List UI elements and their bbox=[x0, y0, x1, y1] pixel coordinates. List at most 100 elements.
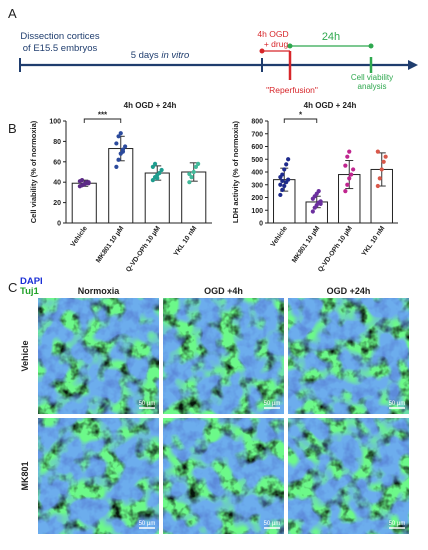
panel-a-label: A bbox=[8, 6, 17, 21]
data-point bbox=[118, 131, 123, 136]
y-tick-label: 40 bbox=[53, 180, 61, 187]
y-tick-label: 800 bbox=[251, 119, 263, 126]
data-point bbox=[318, 201, 323, 206]
column-header: OGD +24h bbox=[327, 286, 371, 296]
data-point bbox=[187, 180, 192, 185]
nuclei-signal bbox=[288, 298, 409, 414]
data-point bbox=[345, 182, 350, 187]
data-point bbox=[345, 154, 350, 159]
data-point bbox=[187, 171, 192, 177]
data-point bbox=[351, 167, 356, 172]
data-point bbox=[193, 164, 199, 169]
data-point bbox=[116, 157, 121, 162]
data-point bbox=[280, 172, 285, 177]
scale-bar-label: 50 µm bbox=[264, 401, 281, 407]
data-point bbox=[114, 141, 119, 146]
y-tick-label: 200 bbox=[251, 195, 263, 202]
data-point bbox=[381, 159, 386, 164]
row-label: Vehicle bbox=[20, 340, 30, 371]
x-tick-label: Q-VD-OPh 10 µM bbox=[125, 225, 162, 274]
data-point bbox=[377, 176, 382, 181]
y-tick-label: 100 bbox=[251, 208, 263, 215]
panel-c-label: C bbox=[8, 280, 17, 295]
y-axis-label: Cell viability (% of normoxia) bbox=[29, 120, 38, 223]
y-tick-label: 700 bbox=[251, 131, 263, 138]
bar bbox=[144, 172, 170, 224]
after-start-dot bbox=[287, 43, 293, 49]
data-point bbox=[278, 182, 283, 187]
data-point bbox=[286, 157, 291, 162]
after-end-dot bbox=[368, 43, 374, 49]
in-vitro-prefix: 5 days bbox=[131, 50, 162, 61]
y-tick-label: 20 bbox=[53, 200, 61, 207]
nuclei-signal bbox=[38, 298, 159, 414]
data-point bbox=[114, 164, 119, 169]
data-point bbox=[159, 167, 164, 173]
stain-tuj1-label: Tuj1 bbox=[20, 286, 40, 297]
scale-bar-label: 50 µm bbox=[389, 521, 406, 527]
panel-b-label: B bbox=[8, 121, 17, 136]
x-tick-label: Vehicle bbox=[270, 225, 289, 248]
significance-bracket bbox=[283, 118, 318, 123]
x-tick-label: Vehicle bbox=[70, 225, 89, 248]
scale-bar-label: 50 µm bbox=[139, 521, 156, 527]
data-point bbox=[280, 187, 285, 192]
significance-label: *** bbox=[98, 111, 108, 120]
timeline-arrowhead bbox=[408, 60, 418, 70]
data-point bbox=[155, 176, 160, 181]
in-vitro-italic: in vitro bbox=[161, 50, 189, 61]
data-point bbox=[286, 177, 291, 182]
y-tick-label: 400 bbox=[251, 170, 263, 177]
data-point bbox=[282, 167, 287, 172]
x-tick-label: MK801 10 µM bbox=[95, 225, 125, 264]
y-tick-label: 100 bbox=[49, 119, 61, 126]
y-tick-label: 500 bbox=[251, 157, 263, 164]
data-point bbox=[347, 176, 352, 181]
data-point bbox=[316, 189, 321, 194]
data-point bbox=[375, 183, 380, 189]
data-point bbox=[157, 170, 162, 176]
data-point bbox=[280, 178, 285, 184]
data-point bbox=[123, 144, 128, 149]
data-point bbox=[152, 161, 158, 166]
ogd-start-dot bbox=[259, 48, 265, 54]
data-point bbox=[379, 167, 384, 172]
column-header: OGD +4h bbox=[204, 286, 243, 296]
y-tick-label: 60 bbox=[53, 159, 61, 166]
start-label-line1: Dissection cortices bbox=[20, 31, 99, 42]
viability-label-line2: analysis bbox=[358, 82, 387, 91]
data-point bbox=[191, 169, 196, 175]
start-label-line2: of E15.5 embryos bbox=[23, 43, 98, 54]
nuclei-signal bbox=[163, 418, 284, 534]
scale-bar-label: 50 µm bbox=[264, 521, 281, 527]
micrograph-grid: Normoxia OGD +4h OGD +24h Vehicle 50 µm 50 µm… bbox=[20, 286, 409, 534]
scale-bar-label: 50 µm bbox=[389, 401, 406, 407]
x-tick-label: YKL 10 nM bbox=[361, 225, 387, 258]
ldh-chart: 4h OGD + 24h LDH activity (% of normoxia)… bbox=[231, 101, 398, 274]
data-point bbox=[79, 178, 85, 183]
data-point bbox=[310, 209, 315, 214]
y-tick-label: 80 bbox=[53, 139, 61, 146]
nuclei-signal bbox=[38, 418, 159, 534]
y-tick-label: 600 bbox=[251, 144, 263, 151]
bar bbox=[71, 182, 97, 224]
data-point bbox=[375, 149, 380, 154]
viability-label-line1: Cell viability bbox=[351, 73, 393, 82]
row-label: MK801 bbox=[20, 461, 30, 490]
data-point bbox=[116, 134, 121, 139]
significance-bracket bbox=[83, 118, 122, 123]
x-tick-label: MK801 10 µM bbox=[291, 225, 321, 264]
data-point bbox=[196, 161, 201, 166]
viability-chart: 4h OGD + 24h Cell viability (% of normoxi… bbox=[29, 101, 212, 274]
x-tick-label: Q-VD-OPh 10 µM bbox=[317, 225, 354, 274]
x-tick-label: YKL 10 nM bbox=[173, 225, 199, 258]
y-axis-label: LDH activity (% of normoxia) bbox=[231, 120, 240, 223]
duration-24h-label: 24h bbox=[322, 31, 340, 43]
nuclei-signal bbox=[163, 298, 284, 414]
data-point bbox=[343, 189, 348, 194]
stain-dapi-label: DAPI bbox=[20, 276, 43, 287]
chart-title: 4h OGD + 24h bbox=[124, 101, 177, 110]
data-point bbox=[150, 164, 155, 169]
data-point bbox=[284, 162, 289, 167]
